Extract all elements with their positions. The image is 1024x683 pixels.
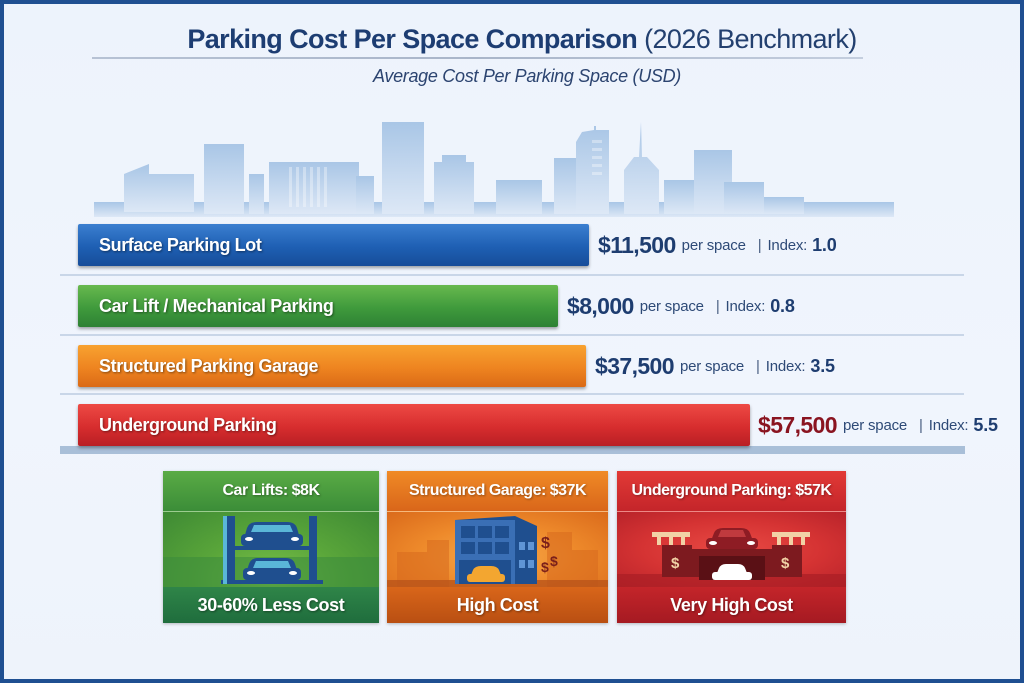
cost-amount: $37,500 bbox=[595, 352, 675, 379]
bar-label: Surface Parking Lot bbox=[99, 234, 262, 255]
svg-text:$: $ bbox=[541, 535, 550, 552]
value-underground-parking: $57,500 per space | Index: 5.5 bbox=[758, 404, 998, 446]
card-underground-parking: Underground Parking: $57K $ $ Very Hig bbox=[617, 471, 846, 623]
row-divider bbox=[60, 393, 964, 395]
card-title: Structured Garage: $37K bbox=[387, 471, 608, 512]
svg-text:$: $ bbox=[541, 559, 549, 575]
svg-text:$: $ bbox=[781, 555, 790, 572]
value-structured-garage: $37,500 per space | Index: 3.5 bbox=[595, 345, 835, 387]
separator: | bbox=[919, 416, 923, 434]
svg-text:$: $ bbox=[550, 553, 558, 569]
cost-amount: $57,500 bbox=[758, 411, 838, 438]
card-car-lifts: Car Lifts: $8K bbox=[163, 471, 379, 623]
page-title: Parking Cost Per Space Comparison (2026 … bbox=[4, 24, 1020, 55]
cost-unit: per space bbox=[679, 357, 745, 375]
cost-unit: per space bbox=[842, 416, 908, 434]
index-value: 3.5 bbox=[810, 355, 835, 376]
index-value: 1.0 bbox=[812, 234, 837, 255]
row-divider bbox=[60, 334, 964, 336]
card-caption: Very High Cost bbox=[617, 587, 846, 623]
bar-surface-parking-lot: Surface Parking Lot bbox=[78, 224, 589, 266]
separator: | bbox=[756, 357, 760, 375]
title-qualifier: (2026 Benchmark) bbox=[644, 24, 857, 54]
bar-car-lift-mechanical: Car Lift / Mechanical Parking bbox=[78, 285, 558, 327]
title-divider bbox=[92, 57, 863, 59]
separator: | bbox=[715, 297, 720, 315]
index-value: 5.5 bbox=[973, 414, 998, 435]
cost-unit: per space bbox=[681, 236, 746, 254]
infographic-frame: Parking Cost Per Space Comparison (2026 … bbox=[4, 4, 1020, 679]
car-lift-icon bbox=[163, 512, 379, 587]
cost-amount: $11,500 bbox=[598, 231, 676, 258]
card-caption: High Cost bbox=[387, 587, 608, 623]
chart-baseline bbox=[60, 446, 965, 454]
value-car-lift-mechanical: $8,000 per space | Index: 0.8 bbox=[567, 285, 795, 327]
index-label: Index: bbox=[725, 297, 766, 315]
bar-label: Structured Parking Garage bbox=[99, 355, 319, 376]
parking-garage-building-icon: $ $ $ bbox=[387, 512, 608, 587]
index-label: Index: bbox=[928, 416, 969, 434]
index-value: 0.8 bbox=[770, 295, 795, 316]
value-surface-parking-lot: $11,500 per space | Index: 1.0 bbox=[598, 224, 837, 266]
card-structured-garage: Structured Garage: $37K $ $ bbox=[387, 471, 608, 623]
cost-unit: per space bbox=[639, 297, 704, 315]
chart-subtitle: Average Cost Per Parking Space (USD) bbox=[372, 66, 681, 86]
bar-underground-parking: Underground Parking bbox=[78, 404, 750, 446]
bar-label: Car Lift / Mechanical Parking bbox=[99, 295, 334, 316]
index-label: Index: bbox=[765, 357, 806, 375]
bar-structured-garage: Structured Parking Garage bbox=[78, 345, 586, 387]
title-main: Parking Cost Per Space Comparison bbox=[187, 24, 638, 54]
svg-text:$: $ bbox=[671, 555, 680, 572]
card-title: Underground Parking: $57K bbox=[617, 471, 846, 512]
bar-label: Underground Parking bbox=[99, 414, 277, 435]
card-title: Car Lifts: $8K bbox=[163, 471, 379, 512]
index-label: Index: bbox=[767, 236, 808, 254]
underground-garage-icon: $ $ bbox=[617, 512, 846, 587]
row-divider bbox=[60, 274, 964, 276]
city-skyline-icon bbox=[94, 122, 894, 217]
card-caption: 30-60% Less Cost bbox=[163, 587, 379, 623]
separator: | bbox=[757, 236, 762, 254]
cost-amount: $8,000 bbox=[567, 292, 634, 319]
